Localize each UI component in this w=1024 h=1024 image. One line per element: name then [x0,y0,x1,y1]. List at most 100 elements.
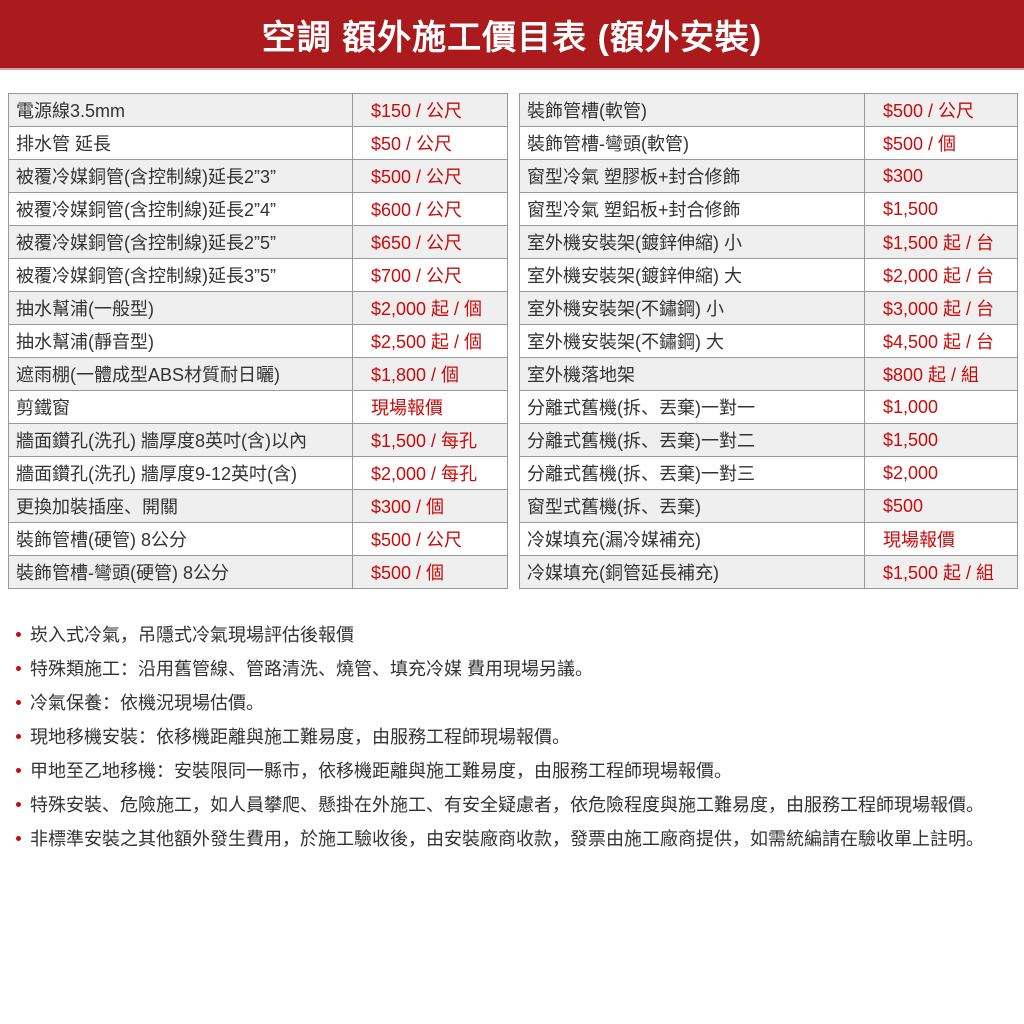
note-item: 甲地至乙地移機：安裝限同一縣市，依移機距離與施工難易度，由服務工程師現場報價。 [14,754,1004,788]
item-name: 被覆冷媒銅管(含控制線)延長2”4” [8,192,353,226]
item-name: 分離式舊機(拆、丟棄)一對三 [519,456,865,490]
note-item: 特殊類施工：沿用舊管線、管路清洗、燒管、填充冷媒 費用現場另議。 [14,652,1004,686]
note-item: 冷氣保養：依機況現場估價。 [14,686,1004,720]
table-row: 分離式舊機(拆、丟棄)一對二 $1,500 [519,423,1018,457]
item-name: 窗型式舊機(拆、丟棄) [519,489,865,523]
table-row: 裝飾管槽(硬管) 8公分 $500 / 公尺 [8,522,508,556]
item-price: $1,800 / 個 [352,357,508,391]
table-row: 窗型冷氣 塑膠板+封合修飾 $300 [519,159,1018,193]
item-price: $500 / 公尺 [352,522,508,556]
item-name: 被覆冷媒銅管(含控制線)延長3”5” [8,258,353,292]
item-name: 窗型冷氣 塑鋁板+封合修飾 [519,192,865,226]
item-price: $500 [864,489,1018,523]
note-item: 崁入式冷氣，吊隱式冷氣現場評估後報價 [14,618,1004,652]
item-name: 抽水幫浦(一般型) [8,291,353,325]
table-row: 排水管 延長 $50 / 公尺 [8,126,508,160]
page-title: 空調 額外施工價目表 (額外安裝) [261,18,763,57]
item-price: $600 / 公尺 [352,192,508,226]
page-header: 空調 額外施工價目表 (額外安裝) [0,0,1024,70]
table-row: 剪鐵窗 現場報價 [8,390,508,424]
table-row: 抽水幫浦(靜音型) $2,500 起 / 個 [8,324,508,358]
table-row: 冷媒填充(銅管延長補充) $1,500 起 / 組 [519,555,1018,589]
item-price: $1,500 起 / 台 [864,225,1018,259]
table-row: 裝飾管槽(軟管) $500 / 公尺 [519,93,1018,127]
item-name: 冷媒填充(漏冷媒補充) [519,522,865,556]
item-price: $2,000 起 / 台 [864,258,1018,292]
item-name: 抽水幫浦(靜音型) [8,324,353,358]
item-price: $800 起 / 組 [864,357,1018,391]
item-name: 牆面鑽孔(洗孔) 牆厚度8英吋(含)以內 [8,423,353,457]
item-price: $300 / 個 [352,489,508,523]
item-name: 裝飾管槽-彎頭(硬管) 8公分 [8,555,353,589]
item-price: $1,500 起 / 組 [864,555,1018,589]
table-row: 被覆冷媒銅管(含控制線)延長2”5” $650 / 公尺 [8,225,508,259]
item-name: 剪鐵窗 [8,390,353,424]
item-name: 冷媒填充(銅管延長補充) [519,555,865,589]
item-price: $300 [864,159,1018,193]
notes-list: 崁入式冷氣，吊隱式冷氣現場評估後報價 特殊類施工：沿用舊管線、管路清洗、燒管、填充… [14,618,1004,856]
item-price: $3,000 起 / 台 [864,291,1018,325]
table-row: 牆面鑽孔(洗孔) 牆厚度9-12英吋(含) $2,000 / 每孔 [8,456,508,490]
table-row: 窗型冷氣 塑鋁板+封合修飾 $1,500 [519,192,1018,226]
table-row: 室外機安裝架(不鏽鋼) 大 $4,500 起 / 台 [519,324,1018,358]
item-name: 分離式舊機(拆、丟棄)一對一 [519,390,865,424]
item-price: $500 / 公尺 [864,93,1018,127]
table-row: 被覆冷媒銅管(含控制線)延長3”5” $700 / 公尺 [8,258,508,292]
item-name: 遮雨棚(一體成型ABS材質耐日曬) [8,357,353,391]
table-row: 裝飾管槽-彎頭(硬管) 8公分 $500 / 個 [8,555,508,589]
table-row: 冷媒填充(漏冷媒補充) 現場報價 [519,522,1018,556]
table-row: 室外機安裝架(鍍鋅伸縮) 小 $1,500 起 / 台 [519,225,1018,259]
item-price: 現場報價 [864,522,1018,556]
item-price: $2,500 起 / 個 [352,324,508,358]
item-price: $2,000 / 每孔 [352,456,508,490]
table-row: 被覆冷媒銅管(含控制線)延長2”4” $600 / 公尺 [8,192,508,226]
item-price: $2,000 起 / 個 [352,291,508,325]
item-price: $500 / 個 [352,555,508,589]
item-name: 電源線3.5mm [8,93,353,127]
table-row: 分離式舊機(拆、丟棄)一對三 $2,000 [519,456,1018,490]
item-price: $1,500 [864,192,1018,226]
table-row: 室外機落地架 $800 起 / 組 [519,357,1018,391]
item-name: 牆面鑽孔(洗孔) 牆厚度9-12英吋(含) [8,456,353,490]
item-name: 裝飾管槽-彎頭(軟管) [519,126,865,160]
table-row: 被覆冷媒銅管(含控制線)延長2”3” $500 / 公尺 [8,159,508,193]
item-name: 室外機安裝架(鍍鋅伸縮) 小 [519,225,865,259]
item-name: 室外機安裝架(鍍鋅伸縮) 大 [519,258,865,292]
table-row: 分離式舊機(拆、丟棄)一對一 $1,000 [519,390,1018,424]
item-name: 分離式舊機(拆、丟棄)一對二 [519,423,865,457]
table-row: 電源線3.5mm $150 / 公尺 [8,93,508,127]
item-price: $150 / 公尺 [352,93,508,127]
item-price: $500 / 公尺 [352,159,508,193]
item-name: 室外機落地架 [519,357,865,391]
price-table-right: 裝飾管槽(軟管) $500 / 公尺 裝飾管槽-彎頭(軟管) $500 / 個窗型冷氣… [519,93,1018,589]
item-price: $2,000 [864,456,1018,490]
item-price: $1,000 [864,390,1018,424]
item-name: 排水管 延長 [8,126,353,160]
table-row: 更換加裝插座、開關 $300 / 個 [8,489,508,523]
item-name: 被覆冷媒銅管(含控制線)延長2”5” [8,225,353,259]
item-name: 室外機安裝架(不鏽鋼) 大 [519,324,865,358]
item-name: 裝飾管槽(硬管) 8公分 [8,522,353,556]
table-row: 窗型式舊機(拆、丟棄) $500 [519,489,1018,523]
item-price: $1,500 / 每孔 [352,423,508,457]
item-price: $1,500 [864,423,1018,457]
item-price: $650 / 公尺 [352,225,508,259]
table-row: 室外機安裝架(不鏽鋼) 小 $3,000 起 / 台 [519,291,1018,325]
item-name: 被覆冷媒銅管(含控制線)延長2”3” [8,159,353,193]
item-name: 室外機安裝架(不鏽鋼) 小 [519,291,865,325]
note-item: 非標準安裝之其他額外發生費用，於施工驗收後，由安裝廠商收款，發票由施工廠商提供，… [14,822,1004,856]
item-price: 現場報價 [352,390,508,424]
item-price: $500 / 個 [864,126,1018,160]
price-table-left: 電源線3.5mm $150 / 公尺 排水管 延長 $50 / 公尺 被覆冷媒銅管(含控… [8,93,508,589]
table-row: 抽水幫浦(一般型) $2,000 起 / 個 [8,291,508,325]
table-row: 遮雨棚(一體成型ABS材質耐日曬) $1,800 / 個 [8,357,508,391]
item-price: $4,500 起 / 台 [864,324,1018,358]
item-price: $50 / 公尺 [352,126,508,160]
table-row: 牆面鑽孔(洗孔) 牆厚度8英吋(含)以內 $1,500 / 每孔 [8,423,508,457]
table-row: 裝飾管槽-彎頭(軟管) $500 / 個 [519,126,1018,160]
item-name: 裝飾管槽(軟管) [519,93,865,127]
item-name: 更換加裝插座、開關 [8,489,353,523]
item-price: $700 / 公尺 [352,258,508,292]
note-item: 特殊安裝、危險施工，如人員攀爬、懸掛在外施工、有安全疑慮者，依危險程度與施工難易… [14,788,1004,822]
note-item: 現地移機安裝：依移機距離與施工難易度，由服務工程師現場報價。 [14,720,1004,754]
